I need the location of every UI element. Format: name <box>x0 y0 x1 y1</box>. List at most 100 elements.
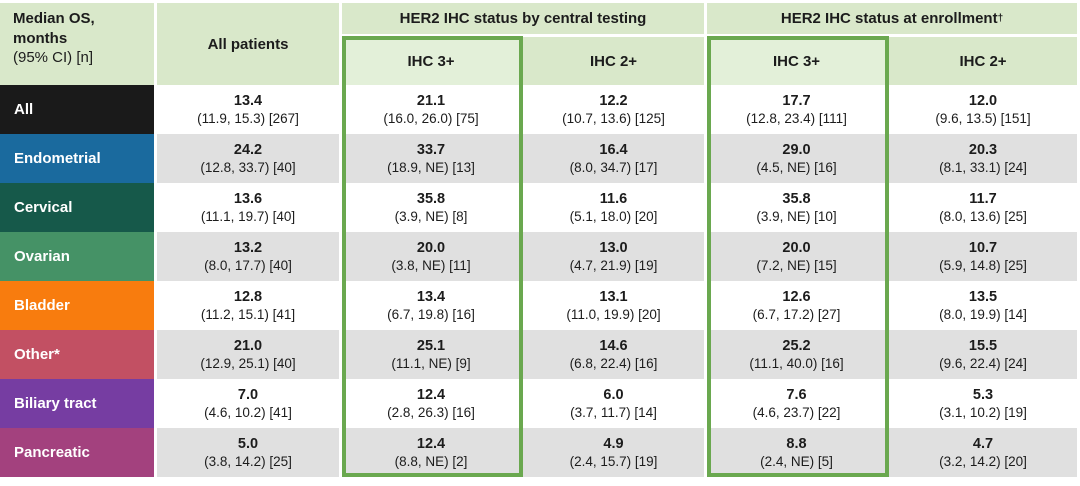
os-cell: 5.0 (3.8, 14.2) [25] <box>157 428 342 477</box>
os-value: 13.0 <box>599 239 628 256</box>
os-cell: 33.7 (18.9, NE) [13] <box>342 134 523 183</box>
corner-header-line1: Median OS, <box>13 10 95 27</box>
os-cell: 25.2 (11.1, 40.0) [16] <box>707 330 889 379</box>
enrollment-group-label: HER2 IHC status at enrollment <box>780 10 998 27</box>
os-cell: 17.7 (12.8, 23.4) [111] <box>707 85 889 134</box>
os-ci-n: (3.2, 14.2) [20] <box>939 454 1027 470</box>
os-value: 13.2 <box>233 239 263 256</box>
os-ci-n: (4.6, 10.2) [41] <box>204 405 292 421</box>
os-value: 17.7 <box>782 92 811 109</box>
os-value: 13.5 <box>968 288 998 305</box>
os-cell: 20.0 (3.8, NE) [11] <box>342 232 523 281</box>
os-cell: 21.1 (16.0, 26.0) [75] <box>342 85 523 134</box>
os-ci-n: (8.1, 33.1) [24] <box>939 160 1027 176</box>
os-cell: 20.0 (7.2, NE) [15] <box>707 232 889 281</box>
os-cell: 11.7 (8.0, 13.6) [25] <box>889 183 1080 232</box>
os-value: 25.1 <box>416 337 446 354</box>
row-label-all: All <box>0 85 157 134</box>
os-cell: 7.0 (4.6, 10.2) [41] <box>157 379 342 428</box>
os-value: 6.0 <box>603 386 624 403</box>
os-cell: 15.5 (9.6, 22.4) [24] <box>889 330 1080 379</box>
subheader-ihc2-enrollment: IHC 2+ <box>889 37 1080 85</box>
os-ci-n: (11.1, NE) [9] <box>391 356 471 372</box>
os-value: 7.6 <box>786 386 807 403</box>
os-ci-n: (3.9, NE) [8] <box>394 209 468 225</box>
os-ci-n: (3.7, 11.7) [14] <box>570 405 657 421</box>
os-ci-n: (11.0, 19.9) [20] <box>566 307 661 323</box>
os-value: 29.0 <box>782 141 811 158</box>
os-ci-n: (8.0, 34.7) [17] <box>569 160 658 176</box>
os-ci-n: (9.6, 13.5) [151] <box>935 111 1031 127</box>
os-ci-n: (3.8, 14.2) [25] <box>204 454 292 470</box>
os-cell: 7.6 (4.6, 23.7) [22] <box>707 379 889 428</box>
os-cell: 20.3 (8.1, 33.1) [24] <box>889 134 1080 183</box>
os-ci-n: (16.0, 26.0) [75] <box>383 111 479 127</box>
os-cell: 21.0 (12.9, 25.1) [40] <box>157 330 342 379</box>
os-value: 14.6 <box>599 337 628 354</box>
os-ci-n: (3.8, NE) [11] <box>391 258 471 274</box>
os-value: 4.9 <box>603 435 624 452</box>
os-value: 5.3 <box>972 386 994 403</box>
os-ci-n: (2.4, 15.7) [19] <box>569 454 658 470</box>
os-value: 24.2 <box>233 141 263 158</box>
os-ci-n: (2.4, NE) [5] <box>760 454 833 470</box>
os-cell: 29.0 (4.5, NE) [16] <box>707 134 889 183</box>
os-cell: 12.2 (10.7, 13.6) [125] <box>523 85 707 134</box>
os-cell: 13.2 (8.0, 17.7) [40] <box>157 232 342 281</box>
os-cell: 12.4 (8.8, NE) [2] <box>342 428 523 477</box>
row-label-biliary-tract: Biliary tract <box>0 379 157 428</box>
central-testing-group-label: HER2 IHC status by central testing <box>399 10 647 27</box>
os-cell: 8.8 (2.4, NE) [5] <box>707 428 889 477</box>
os-value: 11.7 <box>969 190 997 207</box>
os-ci-n: (9.6, 22.4) [24] <box>939 356 1027 372</box>
os-ci-n: (11.9, 15.3) [267] <box>197 111 299 127</box>
os-value: 21.1 <box>416 92 446 109</box>
os-value: 20.3 <box>968 141 998 158</box>
row-label-pancreatic: Pancreatic <box>0 428 157 477</box>
row-label-ovarian: Ovarian <box>0 232 157 281</box>
os-value: 15.5 <box>968 337 998 354</box>
os-ci-n: (4.5, NE) [16] <box>756 160 837 176</box>
row-label-other: Other* <box>0 330 157 379</box>
subheader-ihc2-central: IHC 2+ <box>523 37 707 85</box>
os-value: 16.4 <box>599 141 628 158</box>
os-cell: 13.5 (8.0, 19.9) [14] <box>889 281 1080 330</box>
table-grid: Median OS, months (95% CI) [n] All patie… <box>0 3 1080 477</box>
os-value: 13.6 <box>233 190 263 207</box>
os-cell: 12.4 (2.8, 26.3) [16] <box>342 379 523 428</box>
os-cell: 16.4 (8.0, 34.7) [17] <box>523 134 707 183</box>
os-cell: 4.9 (2.4, 15.7) [19] <box>523 428 707 477</box>
os-cell: 25.1 (11.1, NE) [9] <box>342 330 523 379</box>
os-ci-n: (4.6, 23.7) [22] <box>752 405 841 421</box>
os-value: 7.0 <box>237 386 259 403</box>
os-cell: 12.6 (6.7, 17.2) [27] <box>707 281 889 330</box>
os-ci-n: (11.2, 15.1) [41] <box>200 307 296 323</box>
os-cell: 24.2 (12.8, 33.7) [40] <box>157 134 342 183</box>
os-ci-n: (12.9, 25.1) [40] <box>200 356 296 372</box>
os-value: 20.0 <box>416 239 446 256</box>
os-ci-n: (11.1, 19.7) [40] <box>200 209 296 225</box>
os-value: 13.4 <box>416 288 446 305</box>
os-value: 35.8 <box>416 190 446 207</box>
os-ci-n: (8.8, NE) [2] <box>394 454 468 470</box>
corner-header-line3: (95% CI) [n] <box>13 49 94 66</box>
row-label-cervical: Cervical <box>0 183 157 232</box>
os-ci-n: (5.1, 18.0) [20] <box>569 209 658 225</box>
os-cell: 13.1 (11.0, 19.9) [20] <box>523 281 707 330</box>
os-cell: 13.4 (6.7, 19.8) [16] <box>342 281 523 330</box>
os-cell: 13.4 (11.9, 15.3) [267] <box>157 85 342 134</box>
os-ci-n: (5.9, 14.8) [25] <box>939 258 1027 274</box>
os-value: 11.6 <box>599 190 628 207</box>
os-cell: 10.7 (5.9, 14.8) [25] <box>889 232 1080 281</box>
os-value: 12.6 <box>782 288 811 305</box>
os-value: 13.4 <box>233 92 263 109</box>
os-value: 21.0 <box>233 337 263 354</box>
os-value: 33.7 <box>416 141 446 158</box>
os-value: 12.2 <box>599 92 628 109</box>
os-cell: 6.0 (3.7, 11.7) [14] <box>523 379 707 428</box>
os-ci-n: (7.2, NE) [15] <box>756 258 837 274</box>
os-ci-n: (10.7, 13.6) [125] <box>562 111 665 127</box>
corner-header-line2: months <box>13 29 68 47</box>
os-cell: 12.8 (11.2, 15.1) [41] <box>157 281 342 330</box>
